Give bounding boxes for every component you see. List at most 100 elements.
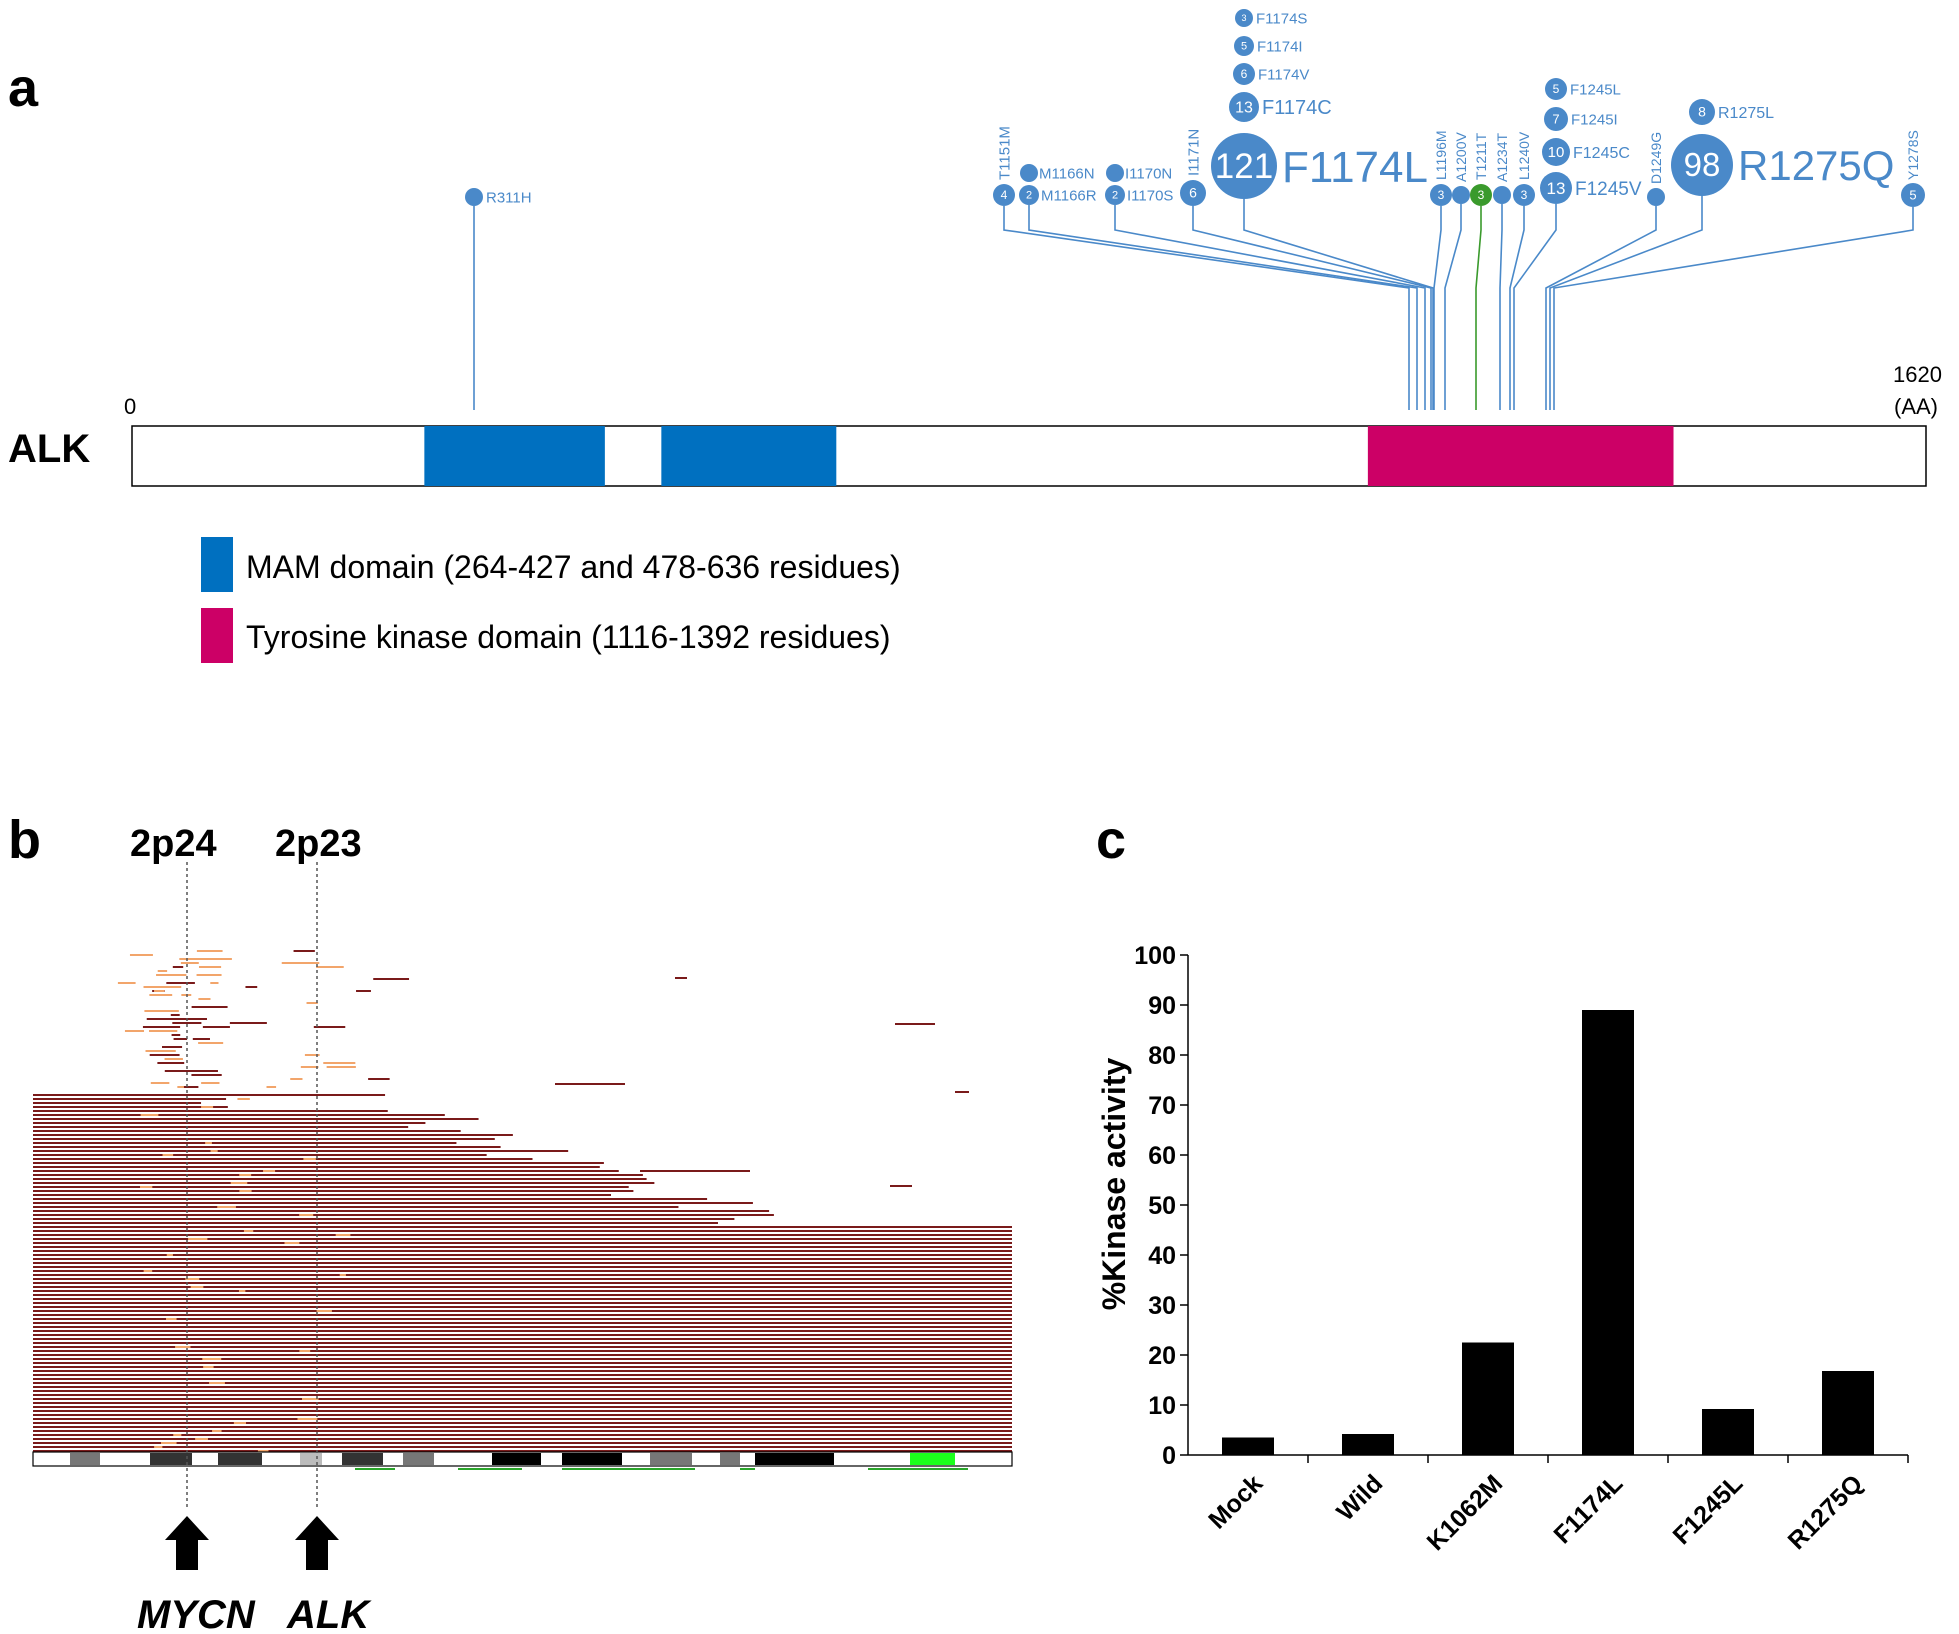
focal-segment	[144, 1010, 179, 1012]
mutation-label-f1174s: F1174S	[1256, 10, 1307, 27]
focal-segment	[124, 1030, 145, 1032]
stem-t1211t	[1475, 206, 1482, 410]
focal-segment	[173, 1038, 188, 1040]
gain-row	[33, 1442, 1012, 1444]
gain-row	[33, 1374, 1012, 1376]
domain-mam-1	[661, 426, 837, 486]
gain-row	[33, 1294, 1012, 1296]
mutation-head-f1245i	[1544, 107, 1568, 131]
gain-row	[33, 1142, 457, 1144]
focal-segment	[183, 1086, 199, 1088]
domain-mam-0	[424, 426, 605, 486]
amp-segment	[175, 1346, 191, 1348]
amp-segment	[209, 1382, 225, 1384]
mutation-label-f1245i: F1245I	[1571, 111, 1618, 128]
mutation-head-f1245c	[1542, 138, 1570, 166]
mutation-head-i1170s	[1105, 185, 1125, 205]
focal-segment	[210, 982, 219, 984]
gain-row	[33, 1450, 1012, 1452]
gain-row	[33, 1178, 647, 1180]
focal-segment	[181, 1070, 218, 1072]
mutation-head-m1166n	[1020, 164, 1038, 182]
gain-segment	[675, 977, 687, 979]
gain-row	[33, 1346, 1012, 1348]
stem-d1249g	[1545, 206, 1657, 410]
amp-segment	[297, 1418, 318, 1420]
focal-segment	[170, 1014, 180, 1016]
amp-segment	[205, 1142, 212, 1144]
focal-segment	[154, 990, 165, 992]
focal-segment	[198, 1006, 228, 1008]
gain-row	[33, 1278, 1012, 1280]
gain-row	[33, 1182, 655, 1184]
focal-segment	[290, 1078, 303, 1080]
mutation-label-r1275l: R1275L	[1718, 105, 1774, 122]
focal-segment	[148, 1030, 178, 1032]
ideogram-band	[403, 1453, 434, 1465]
mutation-count-l1240v: 3	[1521, 188, 1528, 202]
mutation-label-t1151m: T1151M	[996, 126, 1013, 180]
gain-row	[33, 1386, 1012, 1388]
gain-row	[33, 1210, 770, 1212]
ideogram-band	[150, 1453, 192, 1465]
mutation-head-f1174v	[1233, 63, 1255, 85]
gene-label-mycn: MYCN	[137, 1593, 256, 1634]
focal-segment	[229, 1022, 267, 1024]
gain-row	[33, 1390, 1012, 1392]
stem-a1200v	[1444, 204, 1462, 410]
mutation-label-f1174l: F1174L	[1282, 143, 1428, 192]
gain-row	[33, 1190, 634, 1192]
mutation-head-r1275l	[1689, 99, 1715, 125]
mutation-count-f1174i: 5	[1241, 41, 1247, 53]
amp-segment	[201, 1106, 214, 1108]
focal-segment	[326, 1066, 356, 1068]
panel-letter-b: b	[8, 810, 41, 870]
gain-row	[33, 1122, 426, 1124]
gain-row	[33, 1422, 1012, 1424]
focal-segment	[149, 1054, 180, 1056]
gain-row	[33, 1162, 604, 1164]
focal-segment	[164, 1070, 190, 1072]
mutation-head-t1151m	[993, 184, 1015, 206]
focal-segment	[191, 1074, 222, 1076]
amp-segment	[257, 1450, 269, 1452]
gain-row	[33, 1186, 629, 1188]
stem-r1275q	[1549, 196, 1703, 410]
gain-row	[33, 1318, 1012, 1320]
focal-segment	[306, 1002, 318, 1004]
band-label-2p23: 2p23	[275, 823, 362, 865]
ideogram-band	[720, 1453, 740, 1465]
focal-segment	[266, 1086, 277, 1088]
gain-row	[33, 1282, 1012, 1284]
gain-row	[33, 1326, 1012, 1328]
gain-row	[33, 1262, 1012, 1264]
x-tick-label-f1245l: F1245L	[1668, 1469, 1749, 1550]
y-tick-label: 40	[1148, 1242, 1176, 1270]
kinase-activity-chart: 0 10 20 30 40 50 60 70 80 90 100 Mock Wild K1062M F117…	[1134, 942, 1909, 1556]
ideogram-marker	[562, 1468, 695, 1470]
focal-segment	[198, 1042, 224, 1044]
focal-segment	[304, 1054, 320, 1056]
amp-segment	[239, 1174, 252, 1176]
mutation-head-a1234t	[1493, 186, 1511, 204]
mutation-label-l1196m: L1196M	[1433, 130, 1449, 180]
amp-segment	[165, 1318, 177, 1320]
gain-row	[33, 1106, 228, 1108]
mutation-label-l1240v: L1240V	[1516, 131, 1532, 180]
mutation-head-l1240v	[1513, 184, 1535, 206]
y-tick-label: 100	[1134, 942, 1176, 970]
amp-segment	[217, 1206, 236, 1208]
focal-segment	[150, 1082, 170, 1084]
focal-segment	[156, 974, 187, 976]
gain-row	[33, 1342, 1012, 1344]
amp-segment	[162, 1154, 174, 1156]
ideogram-band	[70, 1453, 100, 1465]
mutation-label-f1174v: F1174V	[1258, 66, 1309, 83]
mutation-count-t1211t: 3	[1478, 188, 1485, 202]
gain-row	[33, 1214, 774, 1216]
gain-segment	[895, 1023, 935, 1025]
focal-segment	[180, 962, 199, 964]
gain-row	[33, 1154, 487, 1156]
gain-row	[33, 1382, 1012, 1384]
gain-row	[33, 1338, 1012, 1340]
